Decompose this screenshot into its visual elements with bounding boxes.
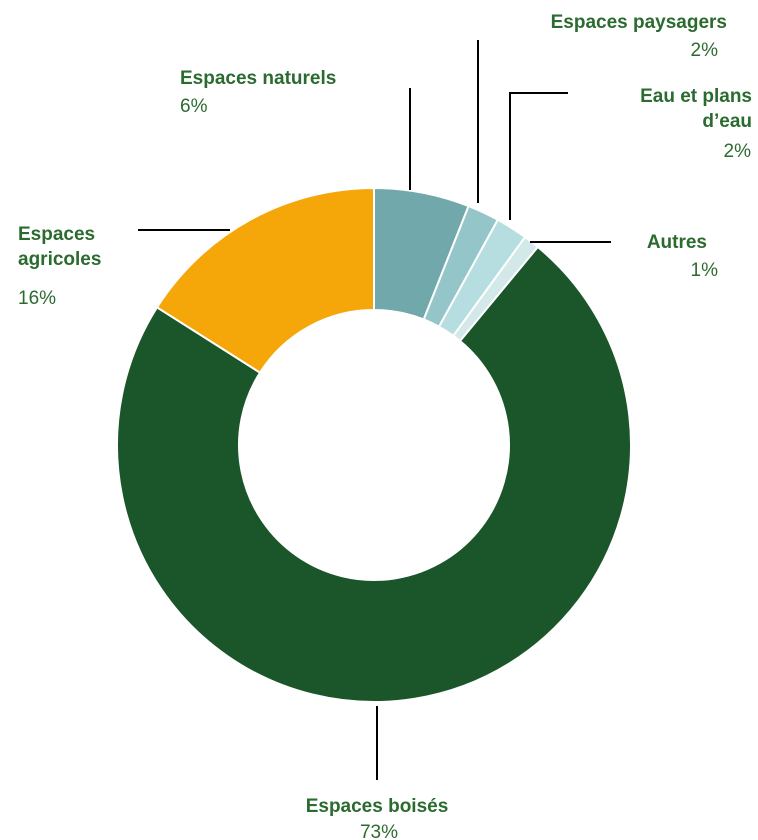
slice-label-espaces-naturels: Espaces naturels bbox=[180, 68, 336, 89]
slice-label-espaces-boises: Espaces boisés bbox=[306, 796, 449, 817]
slice-percent-eau-et-plans-d-eau: 2% bbox=[724, 141, 752, 162]
slice-label-eau-et-plans-d-eau: Eau et plans d’eau bbox=[640, 86, 752, 132]
slice-label-espaces-agricoles: Espaces agricoles bbox=[18, 224, 101, 270]
slice-percent-autres: 1% bbox=[691, 260, 719, 281]
slice-espaces-agricoles bbox=[155, 186, 375, 375]
slice-percent-espaces-naturels: 6% bbox=[180, 96, 208, 117]
slice-percent-espaces-boises: 73% bbox=[360, 822, 398, 840]
slice-percent-espaces-agricoles: 16% bbox=[18, 288, 56, 309]
slice-espaces-boises bbox=[116, 245, 632, 703]
leader-line-eau-et-plans-d-eau bbox=[509, 92, 568, 220]
slice-percent-espaces-paysagers: 2% bbox=[691, 40, 719, 61]
slice-label-espaces-paysagers: Espaces paysagers bbox=[551, 12, 727, 33]
slice-label-autres: Autres bbox=[647, 232, 707, 253]
